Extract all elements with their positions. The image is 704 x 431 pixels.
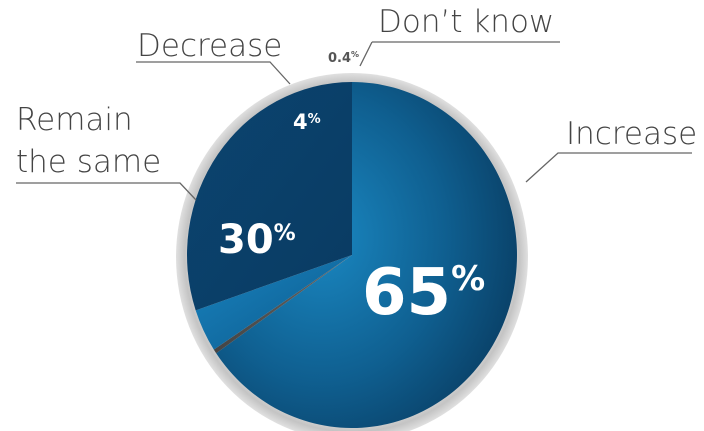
label-increase: Increase <box>566 116 697 152</box>
value-remain-number: 30 <box>218 217 274 263</box>
value-decrease-percent: % <box>308 112 321 127</box>
value-dont-know-number: 0.4 <box>328 51 351 66</box>
pie-slice-don-t-know <box>213 255 352 354</box>
leader-line-decrease <box>136 61 291 85</box>
value-label-increase: 65% <box>362 256 485 330</box>
value-remain-percent: % <box>274 221 296 246</box>
value-increase-number: 65 <box>362 256 451 330</box>
value-label-dont-know: 0.4% <box>328 50 359 66</box>
label-remain-line1: Remain <box>16 102 133 138</box>
value-increase-percent: % <box>451 259 485 299</box>
value-dont-know-percent: % <box>351 50 359 59</box>
leader-line-dont-know-tick <box>359 41 373 67</box>
leader-line-remain <box>16 182 197 201</box>
label-decrease: Decrease <box>137 28 282 64</box>
leader-line-increase <box>525 152 692 183</box>
pie-slice-increase <box>216 82 517 428</box>
value-decrease-number: 4 <box>293 110 308 134</box>
value-label-remain: 30% <box>218 217 296 263</box>
value-label-decrease: 4% <box>293 110 321 134</box>
pie-slice-remain-the-same <box>187 82 352 311</box>
label-dont-know: Don’t know <box>378 4 554 40</box>
pie-slice-decrease <box>195 255 352 350</box>
label-remain-line2: the same <box>16 144 161 180</box>
